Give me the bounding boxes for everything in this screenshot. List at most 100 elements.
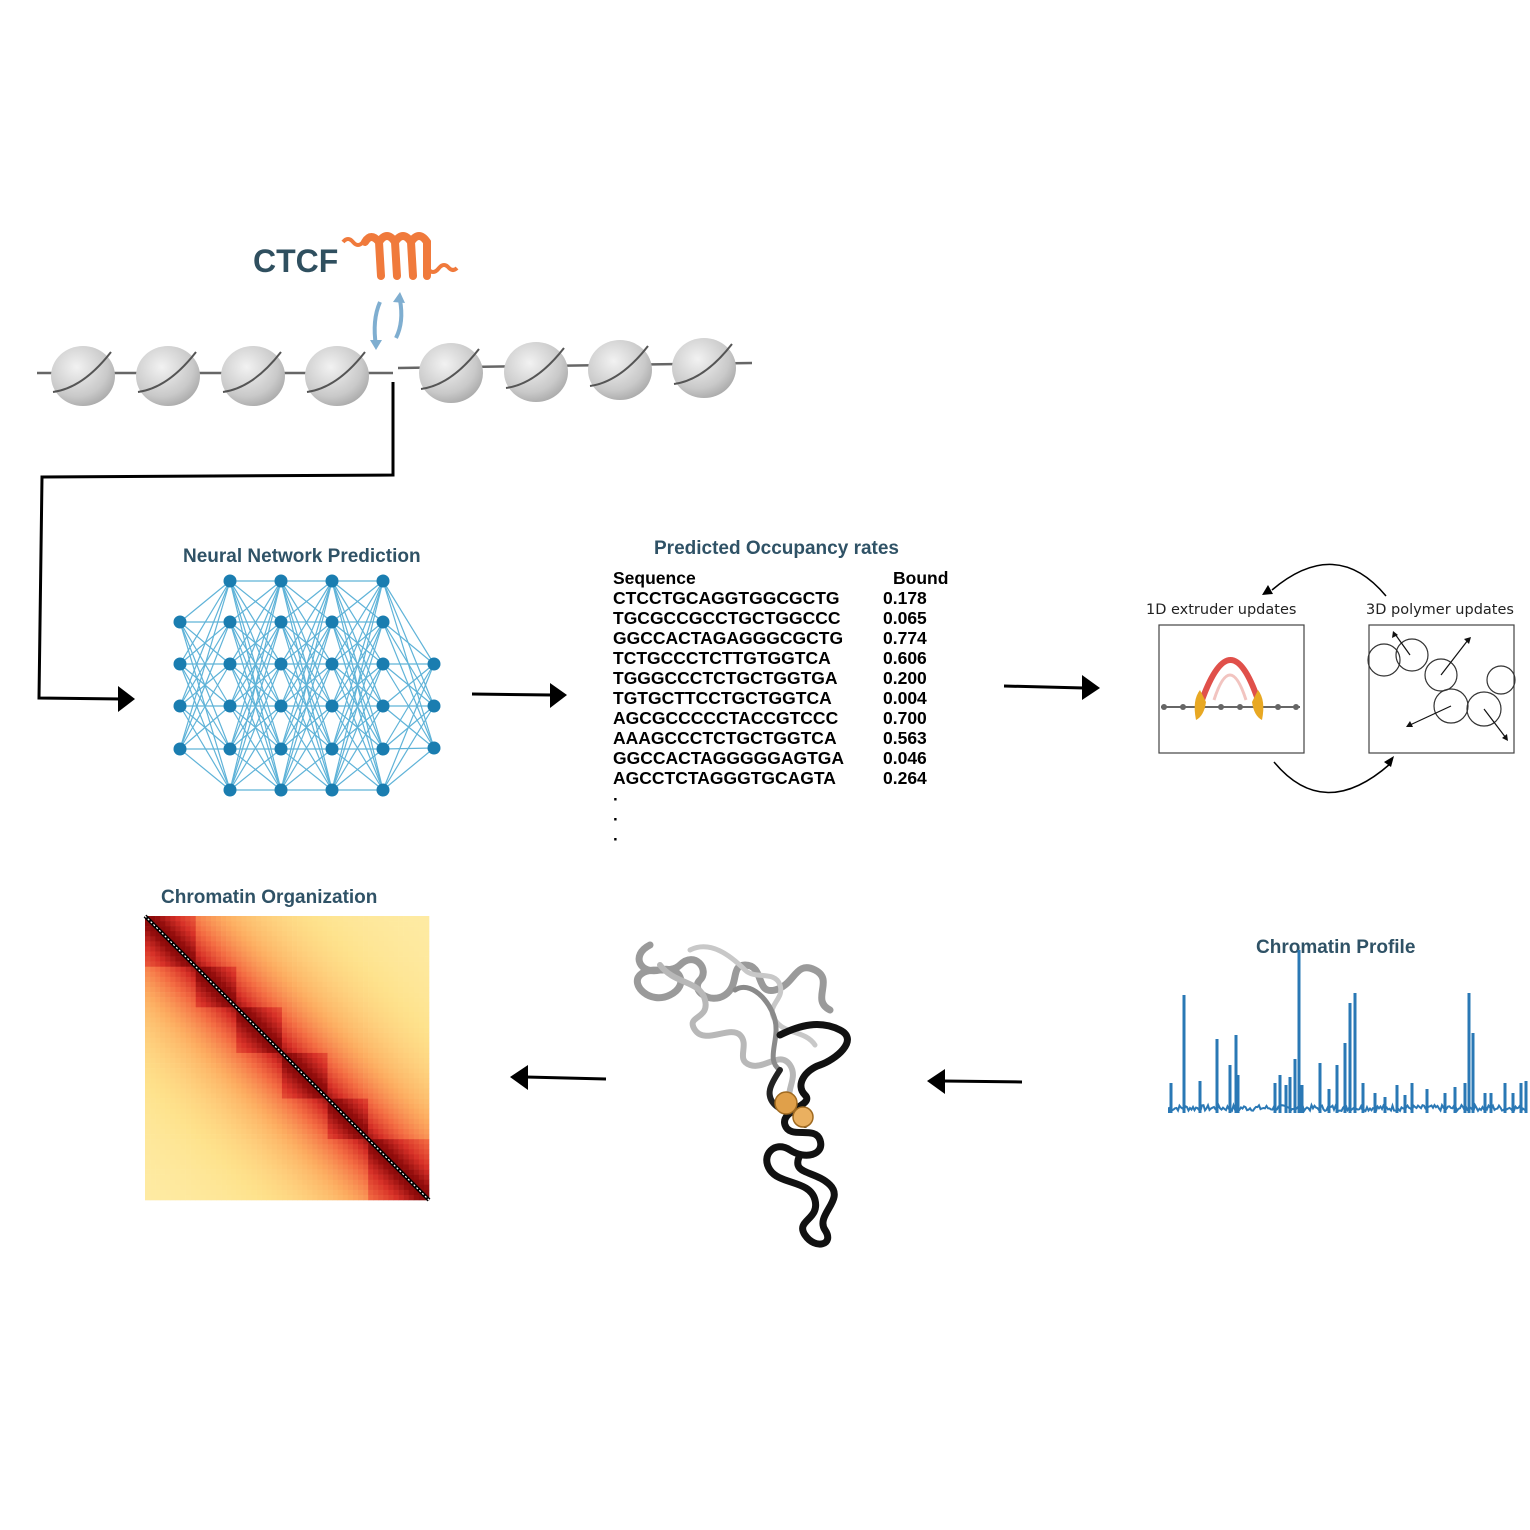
heatmap-cell <box>403 971 410 978</box>
heatmap-cell <box>418 1184 425 1191</box>
heatmap-cell <box>332 1007 339 1013</box>
heatmap-cell <box>266 1113 273 1120</box>
heatmap-cell <box>246 931 252 937</box>
heatmap-cell <box>155 956 161 962</box>
heatmap-cell <box>322 1068 328 1074</box>
heatmap-cell <box>281 1149 288 1155</box>
heatmap-cell <box>347 1093 354 1099</box>
heatmap-cell <box>393 1179 399 1186</box>
heatmap-cell <box>256 1007 262 1013</box>
heatmap-cell <box>413 1058 420 1064</box>
nn-node <box>223 657 237 671</box>
heatmap-cell <box>408 1144 415 1150</box>
heatmap-cell <box>317 1113 323 1120</box>
heatmap-cell <box>398 1129 404 1135</box>
heatmap-cell <box>363 931 369 937</box>
heatmap-cell <box>205 1134 212 1140</box>
heatmap-cell <box>413 1052 420 1059</box>
heatmap-cell <box>175 992 181 998</box>
heatmap-cell <box>403 1032 410 1039</box>
heatmap-cell <box>251 1194 257 1201</box>
nn-node <box>325 615 339 629</box>
heatmap-cell <box>221 1012 227 1018</box>
heatmap-cell <box>266 1032 273 1039</box>
heatmap-cell <box>292 1052 298 1059</box>
heatmap-cell <box>246 916 252 922</box>
heatmap-cell <box>337 1144 344 1150</box>
heatmap-cell <box>358 966 364 973</box>
heatmap-cell <box>378 1098 384 1104</box>
heatmap-cell <box>241 1164 247 1170</box>
heatmap-cell <box>221 971 227 978</box>
heatmap-cell <box>145 1088 151 1094</box>
heatmap-cell <box>236 941 242 947</box>
heatmap-cell <box>281 951 288 957</box>
heatmap-cell <box>150 987 156 993</box>
heatmap-cell <box>271 1164 278 1170</box>
bound-cell: 0.004 <box>883 688 927 708</box>
heatmap-cell <box>378 1083 384 1089</box>
heatmap-cell <box>271 997 278 1003</box>
heatmap-cell <box>195 1032 202 1039</box>
heatmap-cell <box>337 946 344 952</box>
heatmap-cell <box>155 1159 161 1165</box>
heatmap-cell <box>408 966 415 973</box>
heatmap-cell <box>210 926 217 932</box>
heatmap-cell <box>322 981 328 988</box>
heatmap-cell <box>312 971 318 978</box>
heatmap-cell <box>342 1108 349 1115</box>
heatmap-cell <box>261 951 268 957</box>
heatmap-cell <box>383 1068 389 1074</box>
heatmap-cell <box>145 1189 151 1196</box>
heatmap-cell <box>408 976 415 983</box>
heatmap-cell <box>200 1154 207 1160</box>
heatmap-cell <box>160 1134 166 1140</box>
heatmap-cell <box>378 1184 384 1191</box>
heatmap-cell <box>195 1189 202 1196</box>
heatmap-cell <box>358 1144 364 1150</box>
heatmap-cell <box>383 1149 389 1155</box>
heatmap-cell <box>165 981 171 988</box>
heatmap-cell <box>332 1093 339 1099</box>
heatmap-cell <box>271 1073 278 1079</box>
heatmap-cell <box>226 1063 232 1069</box>
heatmap-cell <box>185 926 191 932</box>
heatmap-cell <box>322 1134 328 1140</box>
heatmap-cell <box>418 1027 425 1033</box>
heatmap-cell <box>292 1118 298 1125</box>
heatmap-cell <box>337 1129 344 1135</box>
heatmap-cell <box>261 1052 268 1059</box>
heatmap-cell <box>160 1179 166 1186</box>
heatmap-cell <box>327 1042 333 1049</box>
heatmap-cell <box>403 921 410 927</box>
heatmap-cell <box>418 1098 425 1104</box>
chromatin-organization-title: Chromatin Organization <box>161 887 378 908</box>
heatmap-cell <box>256 1073 262 1079</box>
heatmap-cell <box>261 916 268 922</box>
heatmap-cell <box>236 1063 242 1069</box>
heatmap-cell <box>378 1032 384 1039</box>
heatmap-cell <box>413 1179 420 1186</box>
heatmap-cell <box>322 1149 328 1155</box>
heatmap-cell <box>155 987 161 993</box>
heatmap-cell <box>276 1169 283 1175</box>
heatmap-cell <box>266 1184 273 1191</box>
heatmap-cell <box>205 1108 212 1115</box>
heatmap-cell <box>195 1129 202 1135</box>
extruder-arc <box>1199 657 1261 702</box>
heatmap-cell <box>408 1032 415 1039</box>
heatmap-cell <box>150 981 156 988</box>
heatmap-cell <box>155 931 161 937</box>
heatmap-cell <box>221 1078 227 1084</box>
heatmap-cell <box>307 1103 313 1110</box>
heatmap-cell <box>418 1002 425 1008</box>
heatmap-cell <box>352 1098 359 1104</box>
heatmap-cell <box>231 1058 237 1064</box>
heatmap-cell <box>175 1052 181 1059</box>
heatmap-cell <box>200 941 207 947</box>
heatmap-cell <box>205 936 212 942</box>
heatmap-cell <box>251 1123 257 1130</box>
heatmap-cell <box>216 1032 222 1039</box>
heatmap-cell <box>322 1022 328 1028</box>
nn-node <box>376 615 390 629</box>
